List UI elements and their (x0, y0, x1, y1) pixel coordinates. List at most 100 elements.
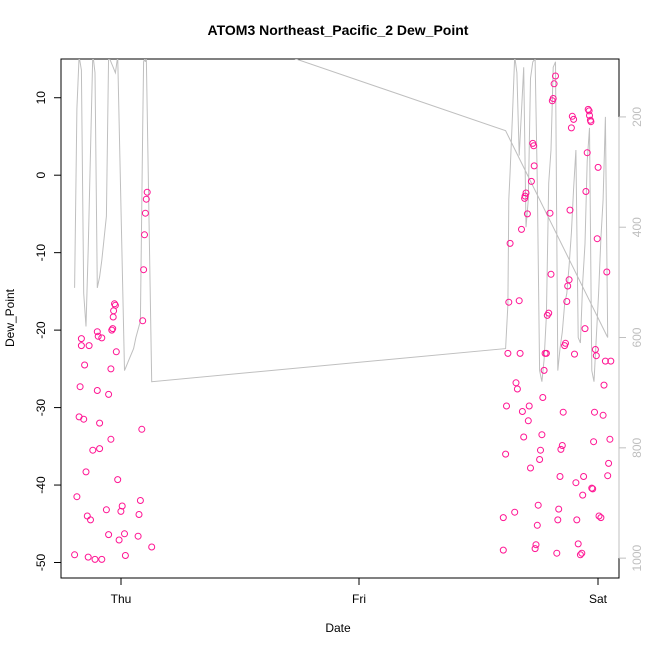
y2-tick-label: 600 (630, 327, 644, 347)
data-point (107, 365, 115, 373)
data-point (527, 464, 534, 472)
data-point (589, 485, 597, 493)
data-point (567, 124, 575, 132)
data-point (539, 394, 547, 401)
data-point (533, 521, 541, 529)
data-point (504, 349, 512, 357)
data-point (534, 501, 542, 509)
data-point (139, 317, 147, 325)
data-point (554, 516, 562, 524)
data-point (605, 459, 613, 467)
data-point (506, 239, 514, 247)
data-point (87, 516, 94, 524)
data-point (594, 163, 602, 171)
data-point (76, 383, 84, 391)
data-point (141, 209, 149, 217)
data-point (77, 335, 85, 343)
data-point (600, 381, 608, 389)
y-tick-label: 0 (34, 172, 48, 179)
data-point (570, 115, 578, 123)
data-point (115, 536, 123, 544)
y-tick-label: 10 (34, 91, 48, 105)
data-point (587, 118, 595, 126)
data-point (111, 300, 118, 308)
y-tick-label: -30 (34, 399, 48, 417)
data-point (538, 431, 546, 439)
y-tick-label: -40 (34, 476, 48, 494)
data-point (71, 551, 79, 559)
data-point (530, 142, 538, 150)
data-point (553, 549, 561, 557)
data-point (581, 325, 589, 333)
data-point (557, 445, 565, 453)
y-tick-label: -20 (34, 321, 48, 339)
data-point (593, 235, 601, 243)
data-point (85, 342, 93, 350)
data-point (105, 531, 113, 539)
data-point (542, 349, 550, 357)
data-point (96, 445, 104, 453)
data-point (604, 472, 612, 480)
data-point (545, 309, 553, 317)
data-point (582, 188, 590, 195)
data-point (138, 425, 146, 433)
data-point (565, 276, 573, 284)
data-point (568, 112, 576, 120)
data-point (530, 162, 538, 170)
data-point (107, 435, 115, 443)
data-point (595, 512, 603, 520)
data-point (114, 476, 122, 484)
x-tick-label: Fri (352, 592, 366, 606)
data-point (583, 149, 591, 157)
data-point (142, 195, 150, 203)
data-point (599, 411, 607, 419)
x-tick-label: Sat (589, 592, 608, 606)
data-point (148, 543, 156, 551)
data-point (112, 348, 120, 356)
data-point (540, 366, 548, 374)
data-point (109, 313, 117, 321)
data-point (537, 446, 544, 454)
pressure-line-series (74, 59, 609, 383)
y2-tick-label: 800 (630, 438, 644, 458)
data-point (83, 512, 91, 520)
pressure-line (74, 59, 609, 383)
data-point (140, 266, 148, 274)
data-point (111, 301, 119, 309)
data-point (531, 545, 539, 553)
data-point (81, 361, 89, 369)
data-point (536, 456, 544, 463)
data-point (98, 334, 106, 342)
data-point (556, 473, 564, 480)
y2-tick-label: 1000 (630, 544, 644, 571)
data-point (94, 332, 102, 340)
data-point (505, 298, 513, 306)
data-point (80, 415, 88, 423)
data-point (532, 541, 540, 549)
data-point (512, 379, 520, 387)
data-point (562, 339, 569, 347)
data-point (592, 352, 600, 360)
data-point (547, 270, 555, 278)
data-point (136, 497, 144, 504)
data-point (552, 72, 559, 80)
data-point (109, 325, 117, 333)
data-point (585, 107, 593, 115)
data-point (84, 553, 92, 561)
data-point (98, 555, 106, 563)
y-axis-label: Dew_Point (3, 288, 17, 347)
data-point (524, 417, 532, 425)
data-point (559, 408, 567, 416)
y2-tick-label: 400 (630, 217, 644, 237)
data-point (502, 450, 510, 458)
data-point (523, 210, 531, 218)
data-point (597, 514, 605, 522)
data-point (573, 516, 581, 524)
data-point (603, 268, 611, 276)
data-point (525, 402, 533, 410)
data-point (121, 530, 128, 538)
data-point (606, 435, 614, 443)
data-point (499, 514, 507, 522)
data-point (591, 408, 598, 416)
